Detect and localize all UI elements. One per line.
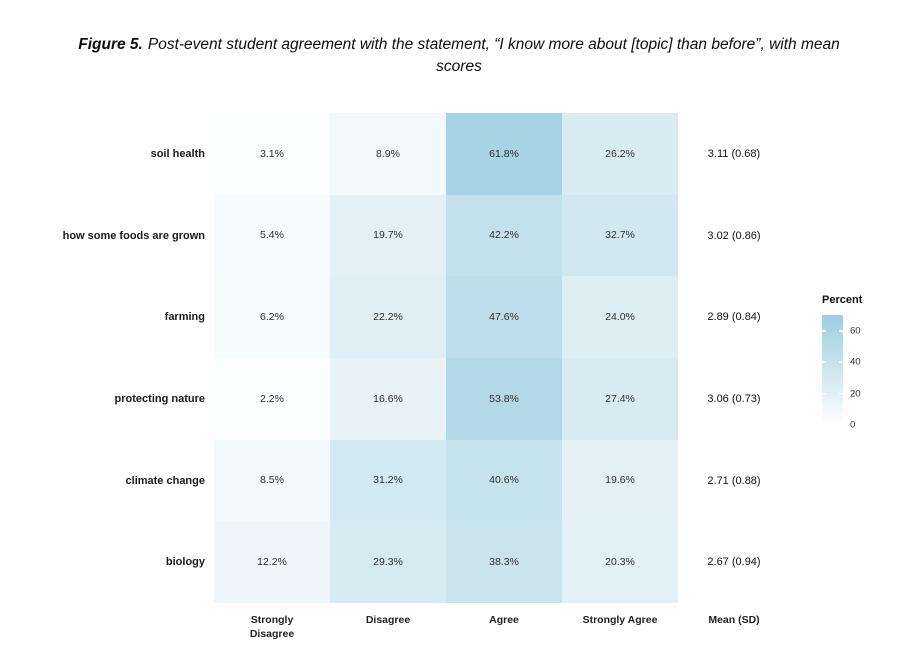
column-label: Agree: [489, 614, 519, 626]
legend-tick-mark: [839, 361, 843, 363]
heatmap: 3.1% 8.9% 61.8% 26.2% 5.4% 19.7% 42.2% 32.7% 6.2…: [214, 113, 678, 603]
legend-tick-mark: [839, 329, 843, 332]
legend-gradient: [822, 315, 843, 425]
row-label: climate change: [125, 474, 205, 487]
row-label: protecting nature: [114, 392, 205, 405]
heatmap-cell: 27.4%: [562, 357, 678, 440]
figure-caption: Post-event student agreement with the st…: [147, 36, 840, 75]
mean-value: 2.67 (0.94): [707, 556, 761, 569]
legend-tick-label: 0: [850, 419, 856, 431]
row-labels: soil health how some foods are grown farmi…: [0, 113, 205, 603]
heatmap-cell: 8.5%: [214, 439, 330, 522]
heatmap-cell: 22.2%: [330, 276, 446, 358]
mean-value: 3.11 (0.68): [707, 147, 761, 160]
heatmap-cell: 31.2%: [330, 439, 446, 522]
heatmap-cell: 53.8%: [446, 357, 562, 440]
heatmap-cell: 16.6%: [330, 357, 446, 440]
legend-tick-mark: [822, 361, 826, 363]
mean-column-label: Mean (SD): [708, 614, 760, 626]
mean-column: 3.11 (0.68) 3.02 (0.86) 2.89 (0.84) 3.06 (0…: [682, 113, 786, 603]
column-label: Disagree: [365, 614, 411, 626]
heatmap-cell: 19.6%: [562, 439, 678, 522]
heatmap-cell: 6.2%: [214, 276, 330, 358]
figure-label: Figure 5.: [78, 36, 143, 53]
heatmap-cell: 3.1%: [214, 113, 330, 195]
mean-value: 3.02 (0.86): [707, 229, 761, 242]
mean-value: 2.71 (0.88): [707, 474, 761, 487]
heatmap-cell: 24.0%: [562, 276, 678, 358]
legend-tick-label: 20: [850, 388, 861, 400]
heatmap-cell: 19.7%: [330, 194, 446, 277]
mean-value: 2.89 (0.84): [707, 311, 761, 324]
column-label: Strongly Disagree: [249, 614, 295, 640]
legend-tick-mark: [822, 392, 826, 395]
legend-title: Percent: [822, 294, 863, 306]
legend-tick-label: 60: [850, 325, 861, 337]
heatmap-cell: 8.9%: [330, 113, 446, 195]
heatmap-cell: 12.2%: [214, 521, 330, 603]
column-labels: Strongly Disagree Disagree Agree Strongly A…: [214, 613, 678, 641]
row-label: biology: [165, 556, 205, 569]
row-label: how some foods are grown: [62, 229, 205, 242]
heatmap-cell: 61.8%: [446, 113, 562, 195]
legend-tick-mark: [822, 329, 826, 332]
heatmap-cell: 42.2%: [446, 194, 562, 277]
column-label: Strongly Agree: [582, 614, 658, 626]
heatmap-cell: 5.4%: [214, 194, 330, 277]
heatmap-cell: 2.2%: [214, 357, 330, 440]
row-label: farming: [164, 311, 205, 324]
heatmap-cell: 38.3%: [446, 521, 562, 603]
heatmap-cell: 26.2%: [562, 113, 678, 195]
heatmap-cell: 40.6%: [446, 439, 562, 522]
mean-value: 3.06 (0.73): [707, 392, 761, 405]
heatmap-cell: 47.6%: [446, 276, 562, 358]
heatmap-cell: 29.3%: [330, 521, 446, 603]
row-label: soil health: [150, 147, 205, 160]
legend-tick-label: 40: [850, 356, 861, 368]
legend-tick-mark: [839, 392, 843, 395]
figure-title: Figure 5. Post-event student agreement wi…: [54, 34, 864, 78]
heatmap-cell: 32.7%: [562, 194, 678, 277]
heatmap-cell: 20.3%: [562, 521, 678, 603]
